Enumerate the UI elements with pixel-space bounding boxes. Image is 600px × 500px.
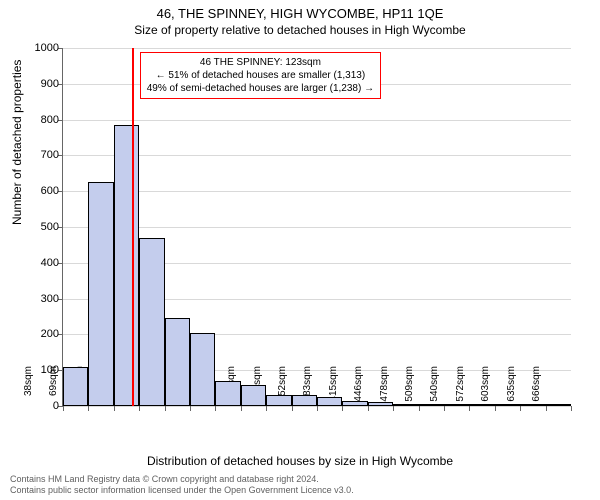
x-tick-mark — [215, 406, 216, 411]
x-axis-label: Distribution of detached houses by size … — [0, 454, 600, 468]
y-tick-label: 200 — [19, 328, 59, 340]
x-tick-mark — [393, 406, 394, 411]
annotation-box: 46 THE SPINNEY: 123sqm← 51% of detached … — [140, 52, 381, 99]
chart-container: 46, THE SPINNEY, HIGH WYCOMBE, HP11 1QE … — [0, 0, 600, 500]
x-tick-mark — [444, 406, 445, 411]
histogram-bar — [419, 404, 444, 406]
x-tick-mark — [571, 406, 572, 411]
y-tick-label: 500 — [19, 221, 59, 233]
x-tick-mark — [114, 406, 115, 411]
y-tick-label: 700 — [19, 149, 59, 161]
histogram-bar — [495, 404, 520, 406]
histogram-bar — [215, 381, 240, 406]
x-tick-mark — [317, 406, 318, 411]
x-tick-mark — [241, 406, 242, 411]
x-tick-mark — [190, 406, 191, 411]
x-tick-label: 38sqm — [23, 366, 34, 410]
histogram-bar — [317, 397, 342, 406]
x-tick-mark — [342, 406, 343, 411]
x-tick-mark — [546, 406, 547, 411]
x-tick-mark — [266, 406, 267, 411]
grid-line — [63, 120, 571, 121]
chart-area: 0100200300400500600700800900100038sqm69s… — [62, 48, 570, 406]
x-tick-mark — [292, 406, 293, 411]
x-tick-mark — [469, 406, 470, 411]
histogram-bar — [368, 402, 393, 406]
annotation-line: 46 THE SPINNEY: 123sqm — [147, 56, 374, 69]
x-tick-mark — [368, 406, 369, 411]
y-tick-label: 900 — [19, 78, 59, 90]
y-tick-label: 300 — [19, 293, 59, 305]
annotation-line: ← 51% of detached houses are smaller (1,… — [147, 69, 374, 82]
histogram-bar — [139, 238, 164, 406]
x-tick-label: 69sqm — [48, 366, 59, 410]
chart-subtitle: Size of property relative to detached ho… — [0, 21, 600, 37]
y-tick-label: 600 — [19, 185, 59, 197]
x-tick-mark — [63, 406, 64, 411]
annotation-line: 49% of semi-detached houses are larger (… — [147, 82, 374, 95]
histogram-bar — [165, 318, 190, 406]
histogram-bar — [190, 333, 215, 406]
grid-line — [63, 227, 571, 228]
x-tick-mark — [419, 406, 420, 411]
histogram-bar — [241, 385, 266, 406]
chart-title: 46, THE SPINNEY, HIGH WYCOMBE, HP11 1QE — [0, 0, 600, 21]
x-tick-mark — [165, 406, 166, 411]
x-tick-mark — [520, 406, 521, 411]
histogram-bar — [114, 125, 139, 406]
histogram-bar — [292, 395, 317, 406]
y-tick-label: 1000 — [19, 42, 59, 54]
grid-line — [63, 48, 571, 49]
y-tick-label: 400 — [19, 257, 59, 269]
footer-line-2: Contains public sector information licen… — [10, 485, 354, 496]
footer-line-1: Contains HM Land Registry data © Crown c… — [10, 474, 354, 485]
histogram-bar — [266, 395, 291, 406]
footer: Contains HM Land Registry data © Crown c… — [10, 474, 354, 496]
histogram-bar — [88, 182, 113, 406]
histogram-bar — [393, 404, 418, 406]
x-tick-mark — [495, 406, 496, 411]
grid-line — [63, 155, 571, 156]
x-tick-mark — [88, 406, 89, 411]
grid-line — [63, 191, 571, 192]
x-tick-mark — [139, 406, 140, 411]
histogram-bar — [444, 404, 469, 406]
plot-region: 0100200300400500600700800900100038sqm69s… — [62, 48, 571, 407]
marker-line — [132, 48, 134, 406]
histogram-bar — [63, 367, 88, 406]
histogram-bar — [342, 401, 367, 406]
histogram-bar — [520, 404, 545, 406]
histogram-bar — [546, 404, 571, 406]
histogram-bar — [469, 404, 494, 406]
y-tick-label: 800 — [19, 114, 59, 126]
